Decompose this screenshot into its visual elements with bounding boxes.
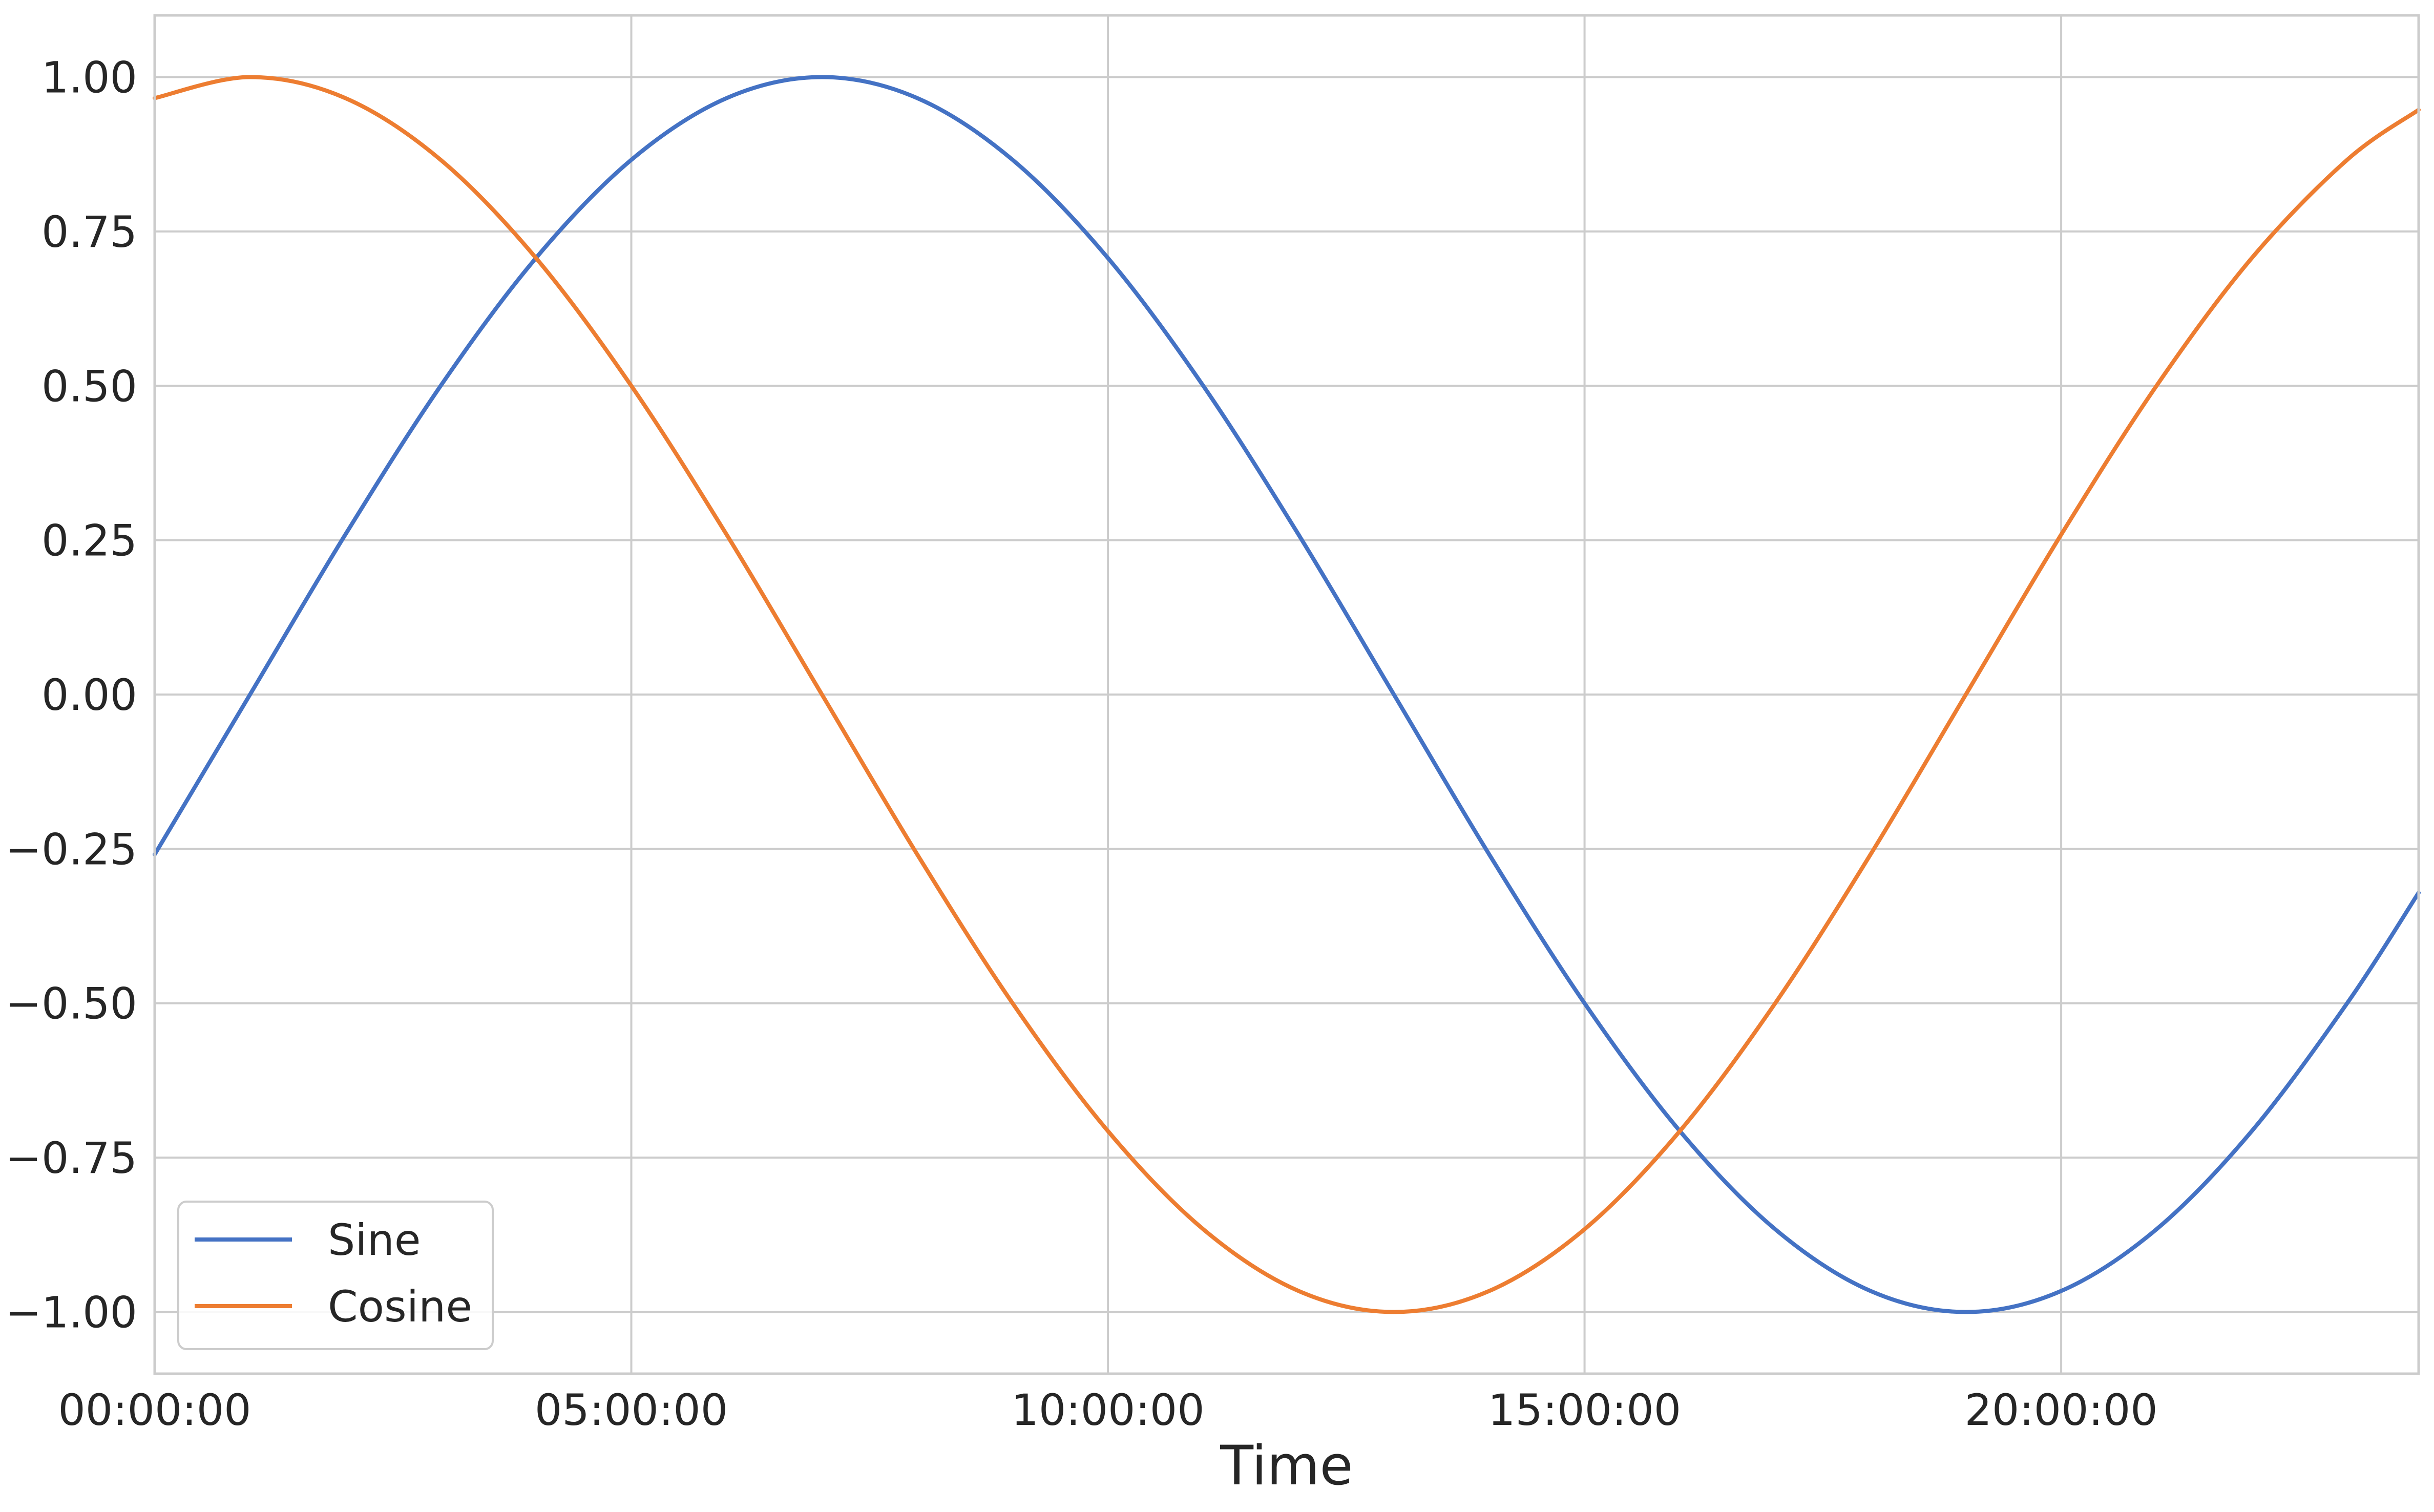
- legend[interactable]: Sine Cosine: [177, 1201, 494, 1350]
- y-tick-label: 1.00: [41, 53, 137, 103]
- x-tick-label: 20:00:00: [1964, 1385, 2157, 1435]
- y-tick-label: −0.50: [6, 979, 137, 1029]
- x-tick-label: 00:00:00: [58, 1385, 251, 1435]
- x-tick-labels: 00:00:00 05:00:00 10:00:00 15:00:00 20:00:00: [58, 1385, 2157, 1435]
- x-tick-label: 05:00:00: [535, 1385, 728, 1435]
- plot-frame: [153, 14, 2420, 1375]
- legend-label-sine[interactable]: Sine: [328, 1215, 421, 1265]
- grid-lines: [154, 15, 2419, 1374]
- legend-label-cosine[interactable]: Cosine: [328, 1282, 472, 1332]
- y-tick-label: 0.50: [41, 361, 137, 411]
- y-tick-label: 0.75: [41, 207, 137, 257]
- y-tick-label: 0.25: [41, 516, 137, 566]
- x-axis-label: Time: [1220, 1434, 1353, 1497]
- y-tick-labels: 1.00 0.75 0.50 0.25 0.00 −0.25 −0.50 −0.75 −1.00: [6, 53, 137, 1338]
- x-tick-label: 15:00:00: [1488, 1385, 1681, 1435]
- y-tick-label: −0.25: [6, 824, 137, 874]
- y-tick-label: −0.75: [6, 1133, 137, 1183]
- series-line-cosine: [153, 75, 2421, 1314]
- y-tick-label: 0.00: [41, 670, 137, 720]
- y-tick-label: −1.00: [6, 1287, 137, 1337]
- x-tick-label: 10:00:00: [1011, 1385, 1204, 1435]
- series-lines: [153, 75, 2421, 1314]
- series-line-sine: [153, 75, 2421, 1314]
